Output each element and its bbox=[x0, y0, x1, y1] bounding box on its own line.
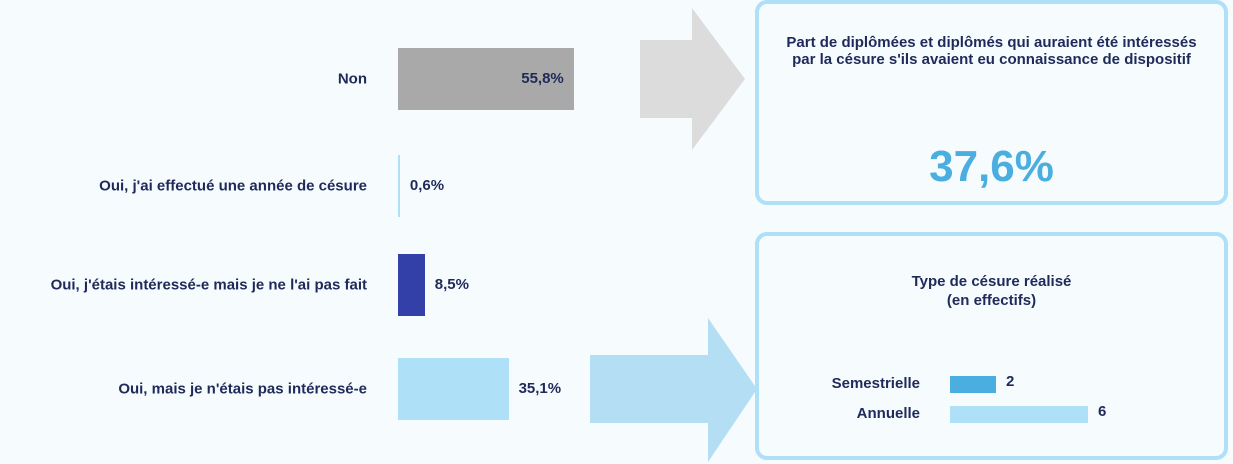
bar bbox=[398, 254, 425, 316]
category-label: Oui, mais je n'étais pas intéressé-e bbox=[118, 380, 367, 398]
type-box: Type de césure réalisé (en effectifs) bbox=[755, 232, 1228, 460]
category-label: Non bbox=[337, 70, 367, 88]
kpi-box: Part de diplômées et diplômés qui auraie… bbox=[755, 0, 1228, 205]
category-label: Oui, j'ai effectué une année de césure bbox=[99, 177, 367, 195]
value-label: 35,1% bbox=[518, 380, 562, 397]
chart-title: Type de césure réalisé bbox=[911, 273, 1072, 290]
value-label: 55,8% bbox=[521, 70, 564, 87]
bar bbox=[950, 405, 1088, 423]
arrow-blue bbox=[590, 318, 757, 462]
bar bbox=[398, 155, 400, 217]
category-label: Oui, j'étais intéressé-e mais je ne l'ai… bbox=[50, 276, 367, 294]
value-label: 8,5% bbox=[434, 276, 469, 293]
kpi-value: 37,6% bbox=[929, 142, 1054, 191]
value-label: 2 bbox=[1006, 373, 1015, 390]
chart-subtitle: (en effectifs) bbox=[946, 292, 1037, 309]
value-label: 6 bbox=[1098, 403, 1107, 420]
bar bbox=[398, 48, 574, 110]
category-label: Semestrielle bbox=[831, 375, 920, 392]
bar bbox=[398, 358, 509, 420]
bar bbox=[950, 375, 996, 393]
category-label: Annuelle bbox=[856, 405, 920, 422]
value-label: 0,6% bbox=[409, 177, 445, 194]
arrow-gray bbox=[640, 8, 745, 150]
kpi-title: Part de diplômées et diplômés qui auraie… bbox=[786, 34, 1197, 68]
